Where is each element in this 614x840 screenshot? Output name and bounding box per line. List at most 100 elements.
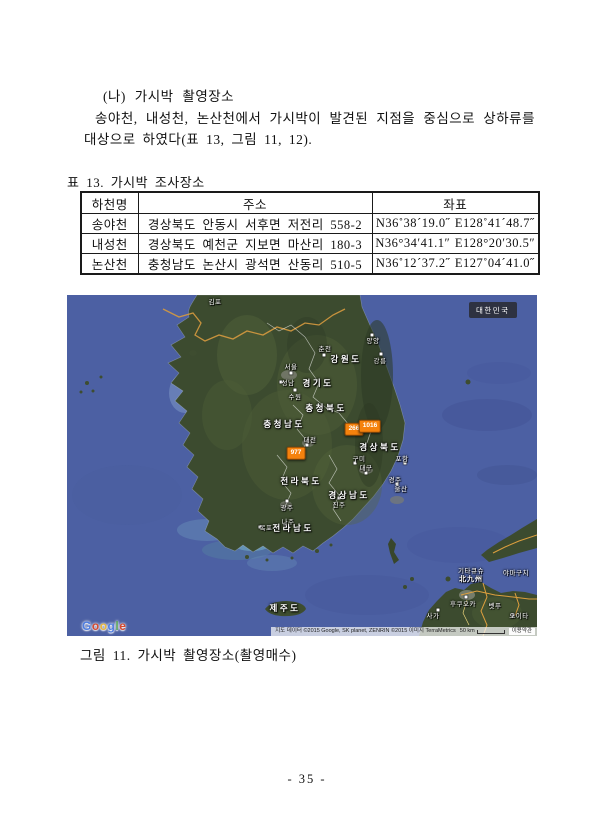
terms-link[interactable]: 이용약관 (508, 627, 535, 636)
table-row: 내성천 경상북도 예천군 지보면 마산리 180-3 N36°34′41.1″ E1… (80, 233, 540, 254)
map-label: 제주도 (269, 603, 301, 613)
table-cell: 내성천 (80, 233, 139, 254)
column-header: 주소 (137, 191, 373, 214)
map-label: 충청북도 (305, 403, 347, 413)
city-dot (353, 461, 357, 465)
map-label: 대구 (359, 465, 373, 472)
city-dot (293, 388, 297, 392)
map-label: 北九州 (459, 576, 483, 583)
map-label: 성남 (281, 380, 295, 387)
map-label: 양양 (366, 338, 380, 345)
table-cell: 논산천 (80, 253, 139, 275)
map-label: 서울 (284, 364, 298, 371)
table-cell: N36˚38´19.0˝ E128˚41´48.7˝ (371, 213, 540, 234)
map-label: 충청남도 (263, 419, 305, 429)
column-header: 좌표 (371, 191, 540, 214)
map-label: 나주 (281, 519, 295, 526)
map-label: 구미 (352, 456, 366, 463)
table-cell: N36˚12´37.2˝ E127˚04´41.0˝ (371, 253, 540, 275)
city-dot (464, 595, 468, 599)
table-row: 논산천 충청남도 논산시 광석면 산동리 510-5 N36˚12´37.2˝ E1… (80, 253, 540, 275)
map-label: 경상북도 (359, 442, 401, 452)
survey-table-body: 하천명 주소 좌표 송야천 경상북도 안동시 서후면 저전리 558-2 N36˚38´1… (80, 191, 540, 275)
map-label: 울산 (394, 486, 408, 493)
city-dot (370, 333, 374, 337)
city-dot (395, 482, 399, 486)
table-cell: N36°34′41.1″ E128°20′30.5″ (371, 233, 540, 254)
google-logo-letter: o (91, 619, 100, 633)
google-logo-letter: G (82, 619, 92, 633)
city-dot (322, 353, 326, 357)
country-badge: 대한민국 (469, 302, 517, 318)
scale-control: 50 km (459, 627, 505, 635)
city-dot (403, 461, 407, 465)
japan-honshu (481, 519, 537, 562)
section-heading: (나) 가시박 촬영장소 (103, 89, 235, 104)
map-label: 전라남도 (272, 523, 314, 533)
map-label: 목포 (259, 525, 273, 532)
table-title: 표 13. 가시박 조사장소 (67, 175, 205, 190)
city-dot (258, 525, 262, 529)
figure-caption: 그림 11. 가시박 촬영장소(촬영매수) (80, 648, 297, 663)
table-header-row: 하천명 주소 좌표 (80, 191, 540, 214)
japan-kyushu (419, 582, 537, 636)
city-dot (379, 352, 383, 356)
body-paragraph-line1: 송야천, 내성천, 논산천에서 가시박이 발견된 지점을 중심으로 상하류를 (95, 111, 535, 126)
map-label: 경기도 (302, 378, 334, 388)
city-dot (279, 380, 283, 384)
google-logo[interactable]: Google (82, 620, 126, 632)
map-image (67, 295, 537, 636)
page-number: - 35 - (287, 772, 327, 786)
google-logo-letter: g (107, 619, 116, 633)
map-attribution-bar: 지도 데이터 ©2015 Google, SK planet, ZENRIN ©… (271, 627, 537, 636)
map-label: 야마구치 (503, 570, 529, 577)
map-label: 기타큐슈 (458, 568, 484, 575)
map-label: 수원 (288, 394, 302, 401)
map-label: 전라북도 (280, 476, 322, 486)
city-dot (436, 608, 440, 612)
table-cell: 경상북도 예천군 지보면 마산리 180-3 (137, 233, 373, 254)
map-label: 진주 (332, 502, 346, 509)
count-marker[interactable]: 1016 (358, 419, 382, 433)
japan-roads (460, 534, 537, 636)
column-header: 하천명 (80, 191, 139, 214)
map-label: 광주 (280, 505, 294, 512)
survey-table: 하천명 주소 좌표 송야천 경상북도 안동시 서후면 저전리 558-2 N36˚38´1… (80, 191, 540, 275)
map-label: 김포 (208, 299, 222, 306)
map-label: 벳푸 (488, 603, 502, 610)
map-label: 대전 (303, 437, 317, 444)
attribution-text: 지도 데이터 ©2015 Google, SK planet, ZENRIN ©… (275, 627, 456, 634)
scale-bar (476, 630, 505, 635)
map-label: 포항 (395, 456, 409, 463)
table-row: 송야천 경상북도 안동시 서후면 저전리 558-2 N36˚38´19.0˝ E1… (80, 213, 540, 234)
map-label: 사가 (426, 613, 440, 620)
dmz-border-line (162, 308, 346, 342)
city-dot (337, 496, 341, 500)
table-cell: 경상북도 안동시 서후면 저전리 558-2 (137, 213, 373, 234)
korea-landmass (167, 295, 406, 554)
table-cell: 충청남도 논산시 광석면 산동리 510-5 (137, 253, 373, 275)
map-label: 경상남도 (328, 490, 370, 500)
google-logo-letter: o (99, 619, 108, 633)
count-marker[interactable]: 977 (286, 446, 306, 460)
city-dot (305, 443, 309, 447)
city-dot (285, 499, 289, 503)
table-cell: 송야천 (80, 213, 139, 234)
google-logo-letter: e (119, 619, 127, 633)
google-logo-letter: l (115, 619, 120, 633)
map-label: 강원도 (330, 354, 362, 364)
city-dot (364, 471, 368, 475)
city-dot (289, 371, 293, 375)
city-dot (511, 613, 515, 617)
map-label: 오이타 (509, 613, 529, 620)
jeju-island (265, 601, 306, 617)
scale-label: 50 km (459, 627, 475, 634)
map-label: 후쿠오카 (450, 601, 476, 608)
map-label: 경주 (388, 477, 402, 484)
body-paragraph-line2: 대상으로 하였다(표 13, 그림 11, 12). (84, 132, 313, 147)
map-label: 강릉 (373, 358, 387, 365)
map-label: 춘천 (318, 346, 332, 353)
